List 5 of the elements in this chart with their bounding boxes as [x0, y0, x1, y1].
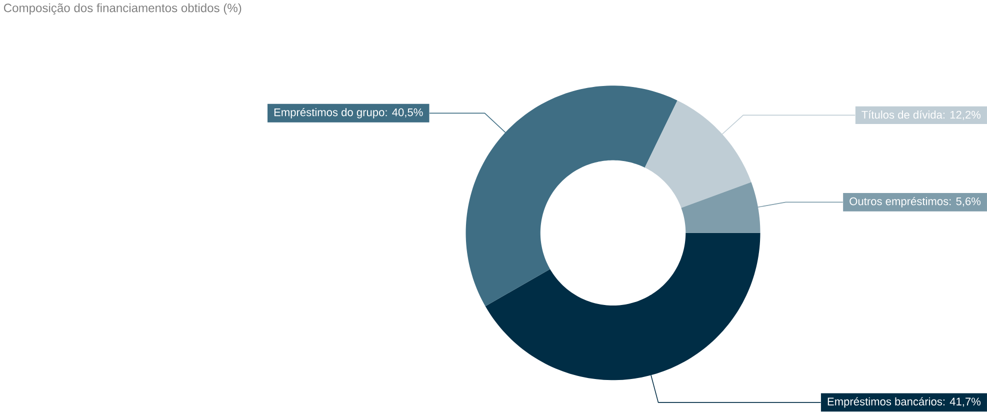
text: Composição dos financiamentos obtidos (%) [4, 4, 242, 15]
slice-label: Outros empréstimos: 5,6% [850, 197, 981, 208]
slice-label: Empréstimos do grupo: 40,5% [274, 108, 423, 119]
slice-label: Títulos de dívida: 12,2% [862, 110, 981, 120]
slice-label: Empréstimos bancários: 41,7% [828, 397, 981, 408]
